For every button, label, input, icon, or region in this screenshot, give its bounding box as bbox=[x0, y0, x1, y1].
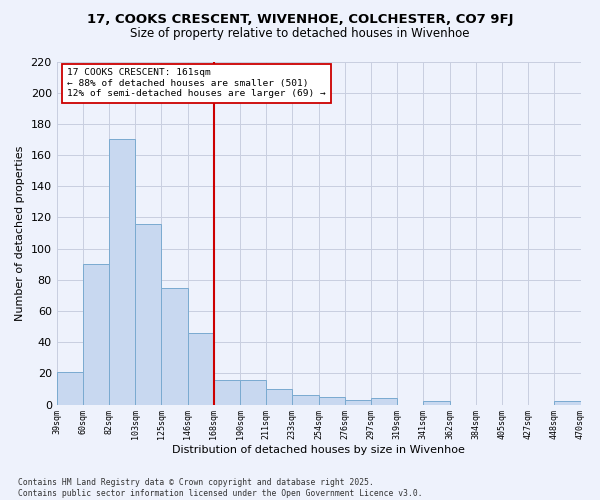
Bar bbox=[240, 380, 266, 404]
Text: Size of property relative to detached houses in Wivenhoe: Size of property relative to detached ho… bbox=[130, 28, 470, 40]
Bar bbox=[266, 389, 292, 404]
Y-axis label: Number of detached properties: Number of detached properties bbox=[15, 146, 25, 320]
Bar bbox=[214, 380, 240, 404]
Bar bbox=[161, 288, 188, 405]
Bar bbox=[188, 333, 214, 404]
Bar bbox=[554, 402, 581, 404]
Bar bbox=[319, 397, 345, 404]
Bar bbox=[83, 264, 109, 404]
Bar bbox=[109, 140, 135, 404]
Bar bbox=[292, 395, 319, 404]
Bar bbox=[371, 398, 397, 404]
Bar bbox=[424, 402, 449, 404]
Text: 17, COOKS CRESCENT, WIVENHOE, COLCHESTER, CO7 9FJ: 17, COOKS CRESCENT, WIVENHOE, COLCHESTER… bbox=[87, 12, 513, 26]
Bar bbox=[345, 400, 371, 404]
Bar bbox=[56, 372, 83, 404]
X-axis label: Distribution of detached houses by size in Wivenhoe: Distribution of detached houses by size … bbox=[172, 445, 465, 455]
Text: 17 COOKS CRESCENT: 161sqm
← 88% of detached houses are smaller (501)
12% of semi: 17 COOKS CRESCENT: 161sqm ← 88% of detac… bbox=[67, 68, 326, 98]
Text: Contains HM Land Registry data © Crown copyright and database right 2025.
Contai: Contains HM Land Registry data © Crown c… bbox=[18, 478, 422, 498]
Bar bbox=[135, 224, 161, 404]
